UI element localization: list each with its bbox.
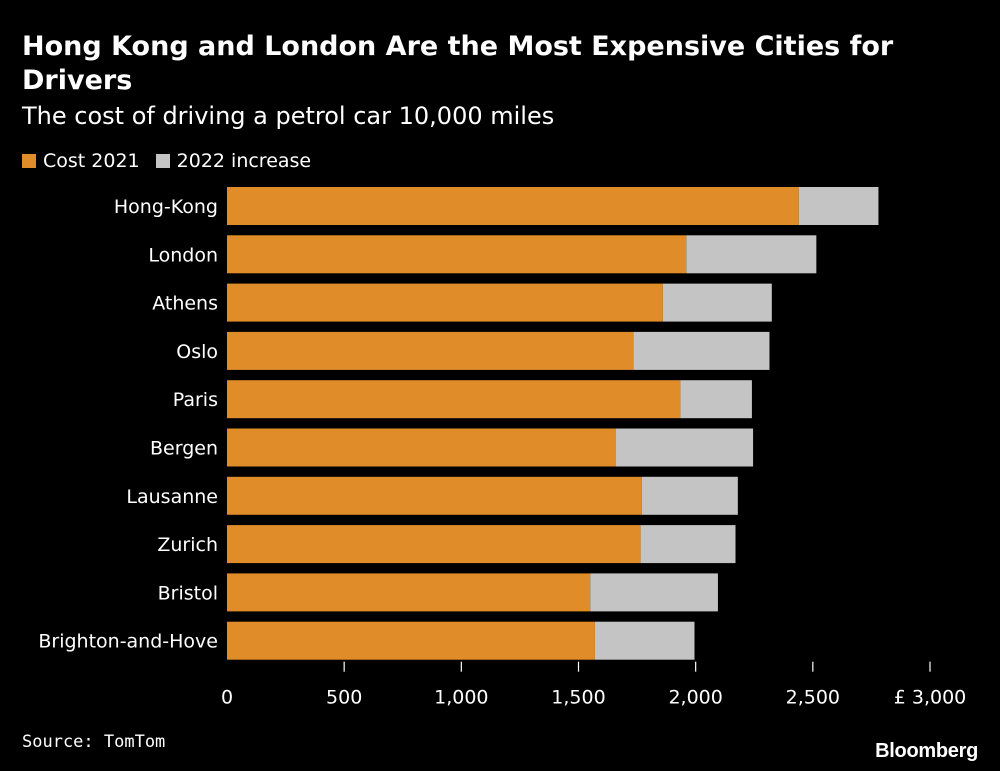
x-tick-label-0: 0 — [221, 687, 233, 709]
bar-zurich-cost-2021 — [227, 525, 641, 564]
bar-lausanne-cost-2021 — [227, 476, 642, 515]
legend-item-2022-increase: 2022 increase — [155, 150, 312, 172]
bar-bergen-cost-2021 — [227, 428, 616, 467]
x-tick-label-1000: 1,000 — [434, 687, 488, 709]
legend-item-cost-2021: Cost 2021 — [22, 150, 140, 172]
bar-brighton-and-hove-2022-increase — [594, 621, 695, 660]
bar-athens-2022-increase — [662, 283, 772, 322]
bar-athens-cost-2021 — [227, 283, 663, 322]
bar-hong-kong-cost-2021 — [227, 187, 799, 225]
bar-bergen-2022-increase — [615, 428, 754, 467]
category-label-brighton-and-hove: Brighton-and-Hove — [38, 631, 218, 653]
x-tick-label-1500: 1,500 — [551, 687, 605, 709]
source-note: Source: TomTom — [22, 732, 166, 752]
bar-zurich-2022-increase — [640, 525, 736, 564]
bar-bristol-2022-increase — [590, 573, 718, 612]
bar-brighton-and-hove-cost-2021 — [227, 621, 595, 660]
category-label-oslo: Oslo — [176, 341, 218, 363]
legend-label-2022-increase: 2022 increase — [176, 150, 312, 172]
category-label-london: London — [148, 244, 218, 266]
legend-label-cost-2021: Cost 2021 — [43, 150, 140, 172]
category-label-athens: Athens — [152, 293, 218, 315]
bar-oslo-cost-2021 — [227, 331, 634, 370]
bar-london-2022-increase — [686, 235, 817, 274]
bar-paris-cost-2021 — [227, 380, 681, 419]
x-tick-label-500: 500 — [326, 687, 362, 709]
category-label-bergen: Bergen — [150, 438, 218, 460]
category-label-paris: Paris — [173, 389, 218, 411]
category-label-hong-kong: Hong-Kong — [114, 196, 218, 218]
x-tick-label-2000: 2,000 — [668, 687, 722, 709]
x-tick-label-2500: 2,500 — [786, 687, 840, 709]
bar-lausanne-2022-increase — [641, 476, 738, 515]
bar-bristol-cost-2021 — [227, 573, 591, 612]
bar-oslo-2022-increase — [633, 331, 770, 370]
chart-subtitle: The cost of driving a petrol car 10,000 … — [22, 102, 555, 130]
legend-swatch-cost-2021 — [22, 154, 36, 168]
chart-title: Hong Kong and London Are the Most Expens… — [22, 31, 894, 96]
x-tick-label-3000: £ 3,000 — [894, 687, 967, 709]
bar-paris-2022-increase — [680, 380, 752, 419]
bar-hong-kong-2022-increase — [798, 187, 879, 225]
bar-london-cost-2021 — [227, 235, 687, 274]
bloomberg-logo: Bloomberg — [875, 740, 978, 762]
category-label-bristol: Bristol — [158, 582, 218, 604]
category-label-zurich: Zurich — [157, 534, 218, 556]
legend-swatch-2022-increase — [155, 154, 170, 168]
category-label-lausanne: Lausanne — [126, 486, 218, 508]
legend: Cost 2021 2022 increase — [22, 150, 327, 172]
